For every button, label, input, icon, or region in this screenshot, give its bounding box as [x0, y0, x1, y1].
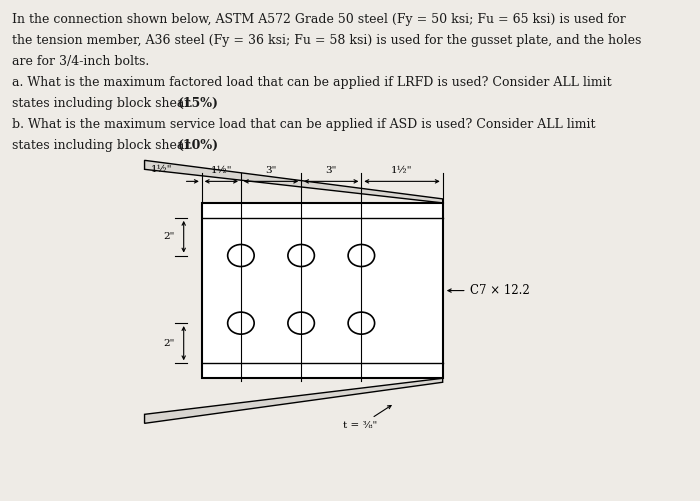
Text: states including block shear.: states including block shear. [12, 97, 197, 110]
Text: In the connection shown below, ASTM A572 Grade 50 steel (Fy = 50 ksi; Fu = 65 ks: In the connection shown below, ASTM A572… [12, 13, 626, 26]
Bar [202, 203, 442, 378]
Text: 2": 2" [163, 232, 175, 241]
Text: t = ⅜": t = ⅜" [343, 405, 391, 430]
Text: C7 × 12.2: C7 × 12.2 [470, 284, 529, 297]
Text: states including block shear.: states including block shear. [12, 139, 197, 152]
Text: 1½": 1½" [150, 165, 172, 174]
Text: the tension member, A36 steel (Fy = 36 ksi; Fu = 58 ksi) is used for the gusset : the tension member, A36 steel (Fy = 36 k… [12, 34, 641, 47]
Polygon shape [144, 160, 442, 203]
Text: 3": 3" [265, 166, 276, 175]
Text: (10%): (10%) [178, 139, 219, 152]
Text: 1½": 1½" [391, 166, 413, 175]
Circle shape [228, 312, 254, 334]
Text: 3": 3" [326, 166, 337, 175]
Text: are for 3/4-inch bolts.: are for 3/4-inch bolts. [12, 55, 149, 68]
Text: (15%): (15%) [178, 97, 218, 110]
Circle shape [228, 244, 254, 267]
Circle shape [348, 244, 374, 267]
Text: 1½": 1½" [211, 166, 232, 175]
Bar [202, 203, 442, 378]
Text: 2": 2" [163, 339, 175, 348]
Circle shape [288, 312, 314, 334]
Text: a. What is the maximum factored load that can be applied if LRFD is used? Consid: a. What is the maximum factored load tha… [12, 76, 612, 89]
Circle shape [348, 312, 374, 334]
Polygon shape [144, 378, 442, 423]
Circle shape [288, 244, 314, 267]
Text: b. What is the maximum service load that can be applied if ASD is used? Consider: b. What is the maximum service load that… [12, 118, 596, 131]
